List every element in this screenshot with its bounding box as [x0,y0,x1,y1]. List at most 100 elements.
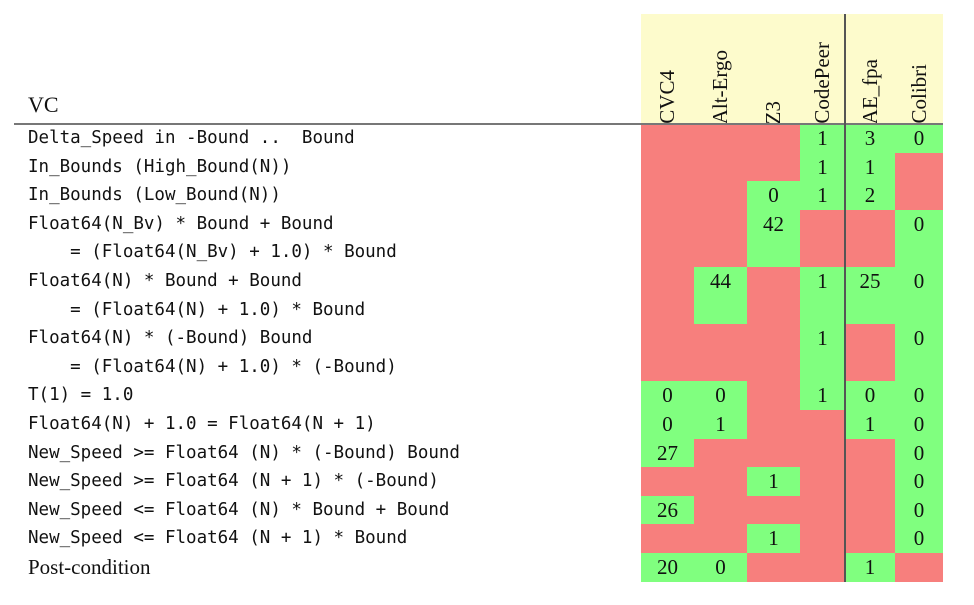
table-row: T(1) = 1.0 0 0 1 0 0 [0,381,974,410]
table-row: In_Bounds (Low_Bound(N)) 0 1 2 [0,181,974,210]
result-cell [747,295,800,325]
result-cell [895,181,943,210]
result-cell [747,381,800,410]
result-cell [694,352,747,382]
result-cell [694,295,747,325]
vc-label: New_Speed <= Float64 (N + 1) * Bound [28,528,408,549]
column-header-label: CodePeer [810,42,834,124]
result-cell [641,209,694,239]
result-cell [747,267,800,296]
result-cell [694,524,747,553]
result-cell [845,209,895,239]
result-cell [747,124,800,153]
vc-label: Float64(N) + 1.0 = Float64(N + 1) [28,414,376,434]
result-cell [694,152,747,182]
table-row: Float64(N_Bv) * Bound + Bound 42 0 [0,209,974,239]
result-cell: 1 [800,381,845,410]
result-cell: 42 [747,209,800,239]
result-cell [800,209,845,239]
result-cell [694,238,747,267]
column-header-label: Z3 [761,100,785,124]
result-cell: 2 [845,181,895,210]
vc-label: = (Float64(N_Bv) + 1.0) * Bound [28,242,397,263]
result-cell: 1 [800,181,845,210]
column-header-alt-ergo: Alt-Ergo [694,14,747,124]
result-cell [641,295,694,325]
result-cell: 1 [747,524,800,553]
result-cell: 3 [845,124,895,153]
column-header-label: Colibri [906,64,931,124]
vc-label: New_Speed <= Float64 (N) * Bound + Bound [28,499,450,520]
header-rule [14,123,943,125]
result-cell [747,352,800,382]
result-cell [641,238,694,267]
result-cell [694,124,747,153]
column-header-label: CVC4 [655,70,679,124]
table-row: New_Speed <= Float64 (N + 1) * Bound 1 0 [0,524,974,553]
table-row: New_Speed >= Float64 (N + 1) * (-Bound) 1… [0,467,974,496]
result-cell [800,410,845,439]
result-cell: 1 [845,410,895,439]
result-cell [895,295,943,325]
result-cell [747,410,800,439]
column-header-colibri: Colibri [895,14,943,124]
table-row: Delta_Speed in -Bound .. Bound 1 3 0 [0,124,974,153]
result-cell [694,495,747,525]
result-cell: 0 [641,381,694,410]
result-cell [641,152,694,182]
result-cell: 1 [800,124,845,153]
result-cell [895,238,943,267]
result-cell: 0 [895,381,943,410]
result-cell [845,352,895,382]
vc-label: New_Speed >= Float64 (N + 1) * (-Bound) [28,471,439,492]
result-cell [800,553,845,582]
column-header-z3: Z3 [747,14,800,124]
result-cell: 1 [694,410,747,439]
result-cell [747,324,800,353]
result-cell [800,238,845,267]
result-cell [747,495,800,525]
column-header-label: Alt-Ergo [708,49,732,124]
table-row: Float64(N) * Bound + Bound 44 1 25 0 [0,267,974,296]
result-cell [845,324,895,353]
result-cell [895,553,943,582]
result-cell [845,467,895,496]
result-cell [895,152,943,182]
table-row: = (Float64(N) + 1.0) * (-Bound) [0,352,974,382]
vc-label: In_Bounds (High_Bound(N)) [28,156,292,177]
result-cell [845,438,895,468]
result-cell [641,181,694,210]
table-row: = (Float64(N) + 1.0) * Bound [0,295,974,325]
result-cell: 1 [800,152,845,182]
table-row: Float64(N) * (-Bound) Bound 1 0 [0,324,974,353]
result-cell: 0 [895,467,943,496]
result-cell [694,209,747,239]
result-cell [641,352,694,382]
vc-label: Float64(N) * (-Bound) Bound [28,328,313,349]
result-cell [800,438,845,468]
column-header-label: AE_fpa [857,58,882,124]
result-cell [641,467,694,496]
result-cell: 0 [895,209,943,239]
result-cell: 1 [747,467,800,496]
result-cell [694,324,747,353]
result-cell [641,124,694,153]
result-cell: 0 [895,267,943,296]
result-cell: 0 [641,410,694,439]
vc-label: In_Bounds (Low_Bound(N)) [28,185,281,206]
result-cell: 0 [845,381,895,410]
vc-label: Float64(N) * Bound + Bound [28,271,302,291]
result-cell: 0 [747,181,800,210]
result-cell [800,524,845,553]
result-cell [800,295,845,325]
result-cell [747,438,800,468]
table-row: In_Bounds (High_Bound(N)) 1 1 [0,152,974,182]
result-cell: 0 [694,381,747,410]
result-cell: 0 [895,438,943,468]
result-cell: 1 [845,553,895,582]
result-cell: 0 [895,124,943,153]
result-cell: 1 [800,267,845,296]
table-row: New_Speed <= Float64 (N) * Bound + Bound… [0,495,974,525]
column-header-ae-fpa: AE_fpa [845,14,895,124]
result-cell [800,467,845,496]
